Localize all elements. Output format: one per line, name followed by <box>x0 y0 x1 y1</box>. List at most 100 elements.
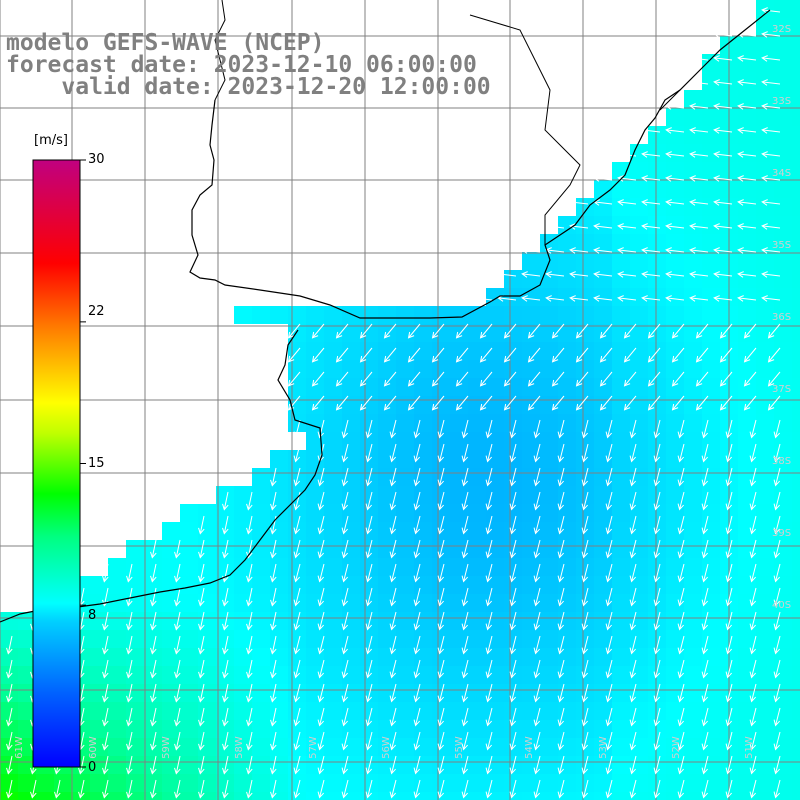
wind-cell <box>774 270 792 288</box>
wind-arrow <box>246 635 253 655</box>
wind-cell <box>324 648 342 666</box>
wind-arrow <box>198 683 205 703</box>
wind-cell <box>774 720 792 738</box>
wind-cell <box>738 540 756 558</box>
wind-cell <box>180 648 198 666</box>
wind-arrow <box>126 683 133 703</box>
wind-cell <box>378 486 396 504</box>
wind-cell <box>126 774 144 792</box>
wind-cell <box>126 792 144 800</box>
wind-arrow <box>198 755 205 775</box>
wind-arrow <box>407 395 421 411</box>
wind-cell <box>306 540 324 558</box>
wind-arrow <box>641 223 661 230</box>
wind-arrow <box>605 731 613 751</box>
wind-arrow <box>174 707 181 727</box>
wind-cell <box>306 774 324 792</box>
wind-arrow <box>509 491 517 511</box>
wind-arrow <box>701 467 709 487</box>
wind-cell <box>774 756 792 774</box>
wind-cell <box>396 486 414 504</box>
wind-cell <box>648 234 666 252</box>
wind-cell <box>792 450 800 468</box>
wind-cell <box>792 612 800 630</box>
wind-cell <box>216 630 234 648</box>
wind-arrow <box>581 779 589 799</box>
wind-cell <box>540 666 558 684</box>
wind-arrow <box>509 515 517 535</box>
wind-cell <box>144 540 162 558</box>
wind-cell <box>648 666 666 684</box>
wind-arrow <box>533 539 541 559</box>
wind-arrow <box>150 659 157 679</box>
wind-cell <box>702 144 720 162</box>
wind-cell <box>450 450 468 468</box>
wind-cell <box>414 756 432 774</box>
colorbar-tick-label: 15 <box>88 456 105 471</box>
wind-arrow <box>461 587 469 607</box>
wind-cell <box>684 396 702 414</box>
wind-arrow <box>773 707 781 727</box>
wind-cell <box>234 306 252 324</box>
wind-arrow <box>725 659 733 679</box>
wind-cell <box>414 792 432 800</box>
wind-arrow <box>485 587 493 607</box>
wind-cell <box>684 306 702 324</box>
wind-arrow <box>222 779 229 799</box>
wind-cell <box>558 486 576 504</box>
wind-cell <box>504 504 522 522</box>
wind-cell <box>684 378 702 396</box>
wind-cell <box>162 792 180 800</box>
wind-cell <box>378 738 396 756</box>
wind-cell <box>630 666 648 684</box>
wind-cell <box>324 450 342 468</box>
wind-arrow <box>761 223 781 230</box>
wind-cell <box>378 630 396 648</box>
wind-cell <box>558 504 576 522</box>
wind-cell <box>324 522 342 540</box>
wind-cell <box>144 702 162 720</box>
wind-cell <box>630 342 648 360</box>
wind-arrow <box>509 683 517 703</box>
wind-cell <box>630 144 648 162</box>
wind-cell <box>666 108 684 126</box>
wind-arrow <box>629 635 637 655</box>
wind-arrow <box>455 323 469 339</box>
wind-arrow <box>341 443 349 463</box>
wind-cell <box>432 630 450 648</box>
wind-arrow <box>629 659 637 679</box>
wind-cell <box>648 576 666 594</box>
wind-arrow <box>749 659 757 679</box>
wind-cell <box>522 342 540 360</box>
wind-cell <box>468 756 486 774</box>
wind-arrow <box>126 587 133 607</box>
wind-cell <box>360 396 378 414</box>
wind-arrow <box>653 491 661 511</box>
wind-cell <box>684 504 702 522</box>
wind-cell <box>774 72 792 90</box>
wind-cell <box>378 504 396 522</box>
wind-cell <box>324 612 342 630</box>
wind-arrow <box>761 7 781 14</box>
lat-label: 39S <box>772 528 792 539</box>
wind-arrow <box>557 659 565 679</box>
wind-cell <box>486 756 504 774</box>
wind-arrow <box>773 515 781 535</box>
wind-cell <box>378 342 396 360</box>
wind-cell <box>108 612 126 630</box>
wind-cell <box>576 486 594 504</box>
wind-cell <box>342 702 360 720</box>
wind-arrow <box>503 371 517 387</box>
wind-cell <box>162 558 180 576</box>
wind-arrow <box>461 707 469 727</box>
wind-cell <box>216 702 234 720</box>
wind-arrow <box>749 611 757 631</box>
wind-cell <box>792 54 800 72</box>
wind-cell <box>792 36 800 54</box>
wind-cell <box>360 432 378 450</box>
wind-arrow <box>317 755 325 775</box>
wind-cell <box>702 774 720 792</box>
wind-cell <box>126 756 144 774</box>
wind-arrow <box>653 779 661 799</box>
wind-arrow <box>461 611 469 631</box>
